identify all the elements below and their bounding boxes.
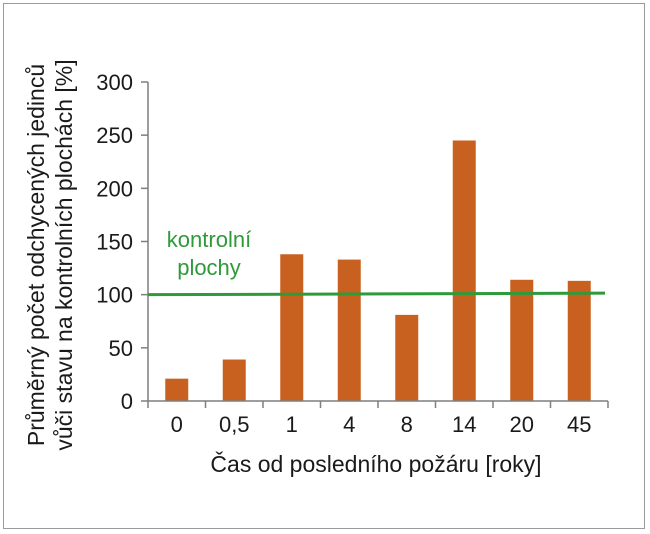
y-tick-label: 300 (96, 70, 133, 95)
reference-line-group: kontrolní plochy (147, 227, 606, 297)
x-tick-label: 20 (510, 412, 534, 437)
chart-frame (3, 3, 645, 529)
y-tick-label: 100 (96, 283, 133, 308)
y-tick-label: 250 (96, 123, 133, 148)
bar-45 (567, 280, 591, 401)
x-tick-label: 4 (343, 412, 355, 437)
y-axis-title-line1: Průměrný počet odchycených jedinců (23, 64, 49, 446)
reference-line (147, 291, 606, 297)
x-tick-label: 45 (567, 412, 591, 437)
y-axis-title-line2: vůči stavu na kontrolních plochách [%] (51, 59, 77, 450)
bar-14 (452, 140, 476, 401)
x-axis: 0 0,5 1 4 8 14 20 45 (147, 400, 609, 437)
x-tick-label: 0,5 (219, 412, 250, 437)
bar-0-5 (222, 359, 246, 401)
reference-line-label-line2: plochy (177, 255, 241, 280)
bar-4 (337, 259, 361, 401)
x-axis-title: Čas od posledního požáru [roky] (210, 450, 541, 477)
y-tick-label: 50 (109, 336, 133, 361)
x-tick-label: 0 (171, 412, 183, 437)
reference-line-label-line1: kontrolní (167, 227, 251, 252)
y-tick-label: 0 (121, 389, 133, 414)
y-axis: 0 50 100 150 200 250 300 (96, 70, 149, 414)
y-axis-title: Průměrný počet odchycených jedinců vůči … (23, 59, 77, 450)
y-tick-label: 200 (96, 176, 133, 201)
x-tick-label: 8 (401, 412, 413, 437)
bar-1 (280, 254, 304, 401)
x-tick-label: 1 (286, 412, 298, 437)
bar-0 (165, 378, 189, 401)
x-tick-label: 14 (452, 412, 476, 437)
bar-8 (395, 314, 419, 401)
bar-20 (510, 279, 534, 401)
y-tick-label: 150 (96, 230, 133, 255)
